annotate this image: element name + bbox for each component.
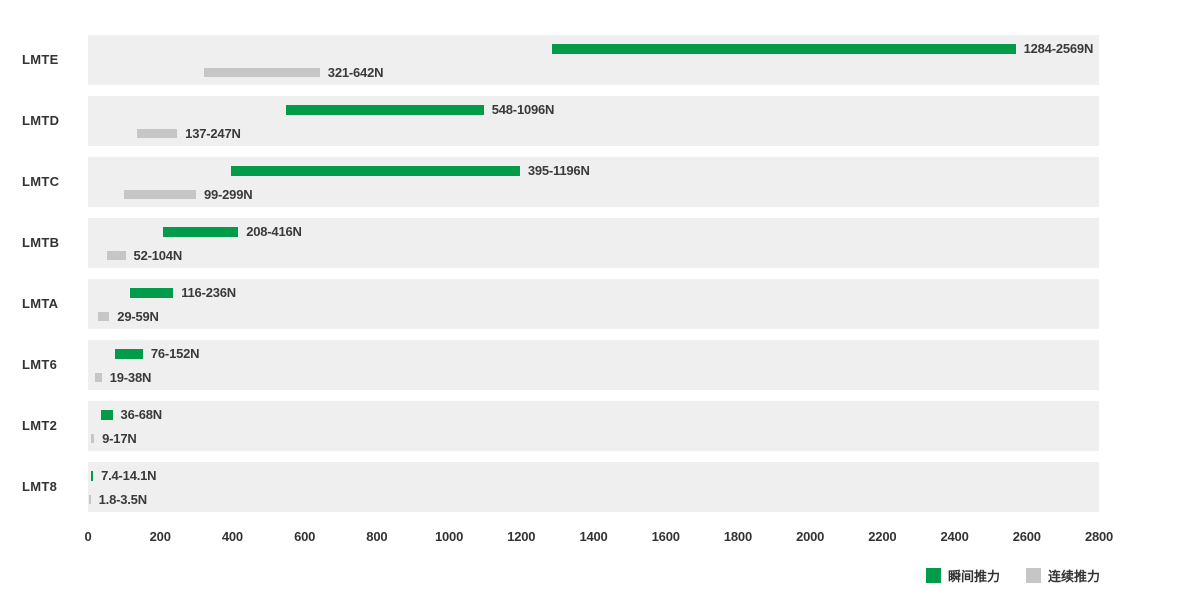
- x-tick-label: 2000: [796, 529, 825, 544]
- category-label: LMTD: [22, 113, 60, 128]
- x-tick-label: 1000: [435, 529, 464, 544]
- continuous-thrust-bar: [98, 312, 110, 321]
- instant-thrust-value: 208-416N: [246, 224, 302, 239]
- instant-thrust-bar: [100, 410, 113, 420]
- continuous-thrust-value: 9-17N: [102, 431, 137, 446]
- x-tick-label: 2400: [940, 529, 969, 544]
- instant-thrust-value: 76-152N: [150, 346, 200, 361]
- continuous-thrust-bar: [94, 373, 102, 382]
- x-tick-label: 200: [149, 529, 171, 544]
- category-label: LMTA: [22, 296, 59, 311]
- x-tick-label: 2600: [1012, 529, 1041, 544]
- continuous-thrust-value: 99-299N: [203, 187, 253, 202]
- x-tick-label: 1600: [651, 529, 680, 544]
- instant-thrust-bar: [551, 44, 1016, 54]
- x-tick-label: 1400: [579, 529, 608, 544]
- legend-label-continuous: 连续推力: [1047, 569, 1100, 584]
- continuous-thrust-bar: [123, 190, 196, 199]
- row-band: [88, 340, 1099, 390]
- instant-thrust-value: 548-1096N: [491, 102, 555, 117]
- legend-item-instant: 瞬间推力: [925, 566, 1000, 585]
- x-tick-label: 400: [221, 529, 243, 544]
- instant-thrust-bar: [90, 471, 94, 481]
- instant-thrust-value: 116-236N: [181, 285, 236, 300]
- x-tick-label: 2800: [1084, 529, 1114, 544]
- continuous-thrust-value: 29-59N: [117, 309, 159, 324]
- row-band: [88, 218, 1099, 268]
- continuous-thrust-value: 321-642N: [327, 65, 384, 80]
- category-label: LMT8: [22, 479, 58, 494]
- legend-label-instant: 瞬间推力: [947, 569, 1000, 584]
- instant-thrust-value: 395-1196N: [527, 163, 590, 178]
- x-tick-label: 800: [366, 529, 388, 544]
- category-label: LMT6: [22, 357, 58, 372]
- continuous-thrust-value: 52-104N: [133, 248, 183, 263]
- legend: 瞬间推力 连续推力: [925, 566, 1100, 585]
- category-label: LMTB: [22, 235, 60, 250]
- category-label: LMT2: [22, 418, 58, 433]
- instant-thrust-bar: [129, 288, 174, 298]
- continuous-thrust-bar: [88, 495, 91, 504]
- x-tick-label: 600: [294, 529, 316, 544]
- row-band: [88, 96, 1099, 146]
- legend-item-continuous: 连续推力: [1025, 566, 1100, 585]
- category-label: LMTE: [22, 52, 59, 67]
- row-band: [88, 35, 1099, 85]
- instant-thrust-bar: [230, 166, 520, 176]
- continuous-thrust-swatch-icon: [1025, 568, 1041, 583]
- instant-thrust-value: 36-68N: [120, 407, 163, 422]
- continuous-thrust-bar: [106, 251, 126, 260]
- row-band: [88, 462, 1099, 512]
- continuous-thrust-bar: [203, 68, 320, 77]
- continuous-thrust-bar: [91, 434, 95, 443]
- row-band: [88, 401, 1099, 451]
- category-label: LMTC: [22, 174, 60, 189]
- instant-thrust-bar: [285, 105, 484, 115]
- row-band: [88, 157, 1099, 207]
- instant-thrust-value: 1284-2569N: [1023, 41, 1094, 56]
- continuous-thrust-value: 137-247N: [185, 126, 241, 141]
- instant-thrust-bar: [163, 227, 239, 237]
- x-tick-label: 0: [84, 529, 92, 544]
- x-tick-label: 1800: [723, 529, 752, 544]
- row-band: [88, 279, 1099, 329]
- instant-thrust-value: 7.4-14.1N: [101, 468, 157, 483]
- x-tick-label: 2200: [868, 529, 897, 544]
- x-tick-label: 1200: [507, 529, 536, 544]
- continuous-thrust-bar: [137, 129, 178, 138]
- instant-thrust-bar: [115, 349, 143, 359]
- continuous-thrust-value: 19-38N: [109, 370, 152, 385]
- instant-thrust-swatch-icon: [925, 568, 941, 583]
- continuous-thrust-value: 1.8-3.5N: [98, 492, 147, 507]
